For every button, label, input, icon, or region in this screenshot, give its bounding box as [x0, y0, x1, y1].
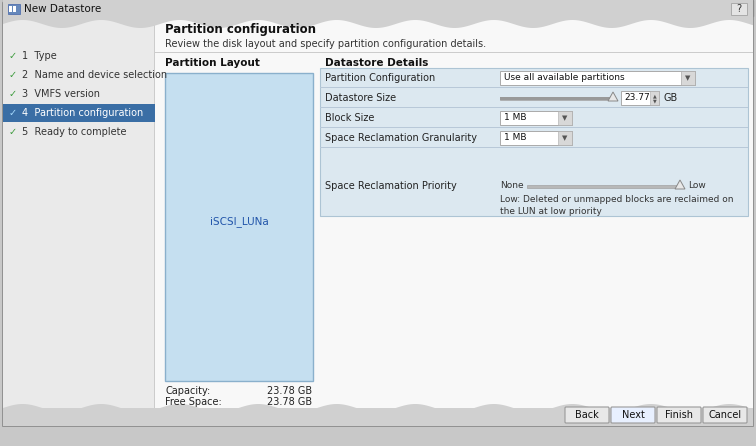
Bar — [681, 71, 695, 85]
Bar — [155, 16, 753, 408]
Bar — [320, 68, 748, 216]
Bar — [154, 16, 155, 408]
Text: None: None — [500, 182, 524, 190]
Bar — [3, 16, 155, 408]
Bar — [558, 111, 572, 125]
Bar — [650, 91, 659, 105]
Text: Review the disk layout and specify partition configuration details.: Review the disk layout and specify parti… — [165, 39, 486, 49]
FancyBboxPatch shape — [703, 407, 747, 423]
Polygon shape — [608, 92, 618, 101]
Bar — [165, 73, 313, 381]
Bar — [500, 96, 615, 99]
Text: ▼: ▼ — [562, 135, 568, 141]
Bar — [558, 131, 572, 145]
Text: Partition Configuration: Partition Configuration — [325, 73, 435, 83]
Text: 4  Partition configuration: 4 Partition configuration — [22, 108, 143, 118]
Bar — [320, 147, 748, 148]
Text: 3  VMFS version: 3 VMFS version — [22, 89, 100, 99]
Text: ▼: ▼ — [685, 75, 691, 81]
Text: Back: Back — [575, 410, 599, 420]
Text: Partition Layout: Partition Layout — [165, 58, 260, 68]
Bar — [155, 52, 753, 53]
Text: GB: GB — [663, 93, 677, 103]
Text: the LUN at low priority: the LUN at low priority — [500, 206, 602, 215]
Bar — [8, 4, 20, 14]
FancyBboxPatch shape — [500, 71, 695, 85]
Text: Block Size: Block Size — [325, 113, 374, 123]
Text: 5  Ready to complete: 5 Ready to complete — [22, 127, 126, 137]
Text: 23.78 GB: 23.78 GB — [267, 397, 312, 407]
Text: Space Reclamation Priority: Space Reclamation Priority — [325, 181, 457, 191]
FancyBboxPatch shape — [611, 407, 655, 423]
Bar — [500, 111, 572, 125]
Text: ▼: ▼ — [562, 115, 568, 121]
Bar — [9, 6, 12, 12]
Text: Capacity:: Capacity: — [165, 386, 210, 396]
Bar — [621, 91, 659, 105]
Text: Low: Low — [688, 182, 706, 190]
Bar — [527, 185, 682, 187]
Bar — [320, 107, 748, 108]
Text: Space Reclamation Granularity: Space Reclamation Granularity — [325, 133, 477, 143]
Text: ▲: ▲ — [652, 94, 656, 99]
Text: ▼: ▼ — [652, 99, 656, 103]
Bar — [320, 87, 748, 88]
Text: 23.78 GB: 23.78 GB — [267, 386, 312, 396]
Text: 23.77: 23.77 — [624, 94, 650, 103]
Bar — [500, 96, 613, 99]
Text: ✓: ✓ — [9, 51, 17, 61]
Bar — [3, 0, 753, 8]
Text: Free Space:: Free Space: — [165, 397, 222, 407]
Text: 2  Name and device selection: 2 Name and device selection — [22, 70, 167, 80]
Text: ?: ? — [736, 4, 742, 14]
FancyBboxPatch shape — [565, 407, 609, 423]
Text: Partition configuration: Partition configuration — [165, 24, 316, 37]
Bar — [13, 6, 16, 12]
Text: iSCSI_LUNa: iSCSI_LUNa — [209, 217, 268, 227]
Text: ✓: ✓ — [9, 108, 17, 118]
Text: Datastore Details: Datastore Details — [325, 58, 429, 68]
Text: ✓: ✓ — [9, 89, 17, 99]
Text: 1  Type: 1 Type — [22, 51, 57, 61]
Text: Use all available partitions: Use all available partitions — [504, 74, 624, 83]
Bar — [500, 131, 572, 145]
Bar — [3, 104, 155, 122]
Text: Next: Next — [621, 410, 644, 420]
Text: Datastore Size: Datastore Size — [325, 93, 396, 103]
Polygon shape — [675, 180, 685, 189]
Text: Cancel: Cancel — [708, 410, 742, 420]
Text: 1 MB: 1 MB — [504, 133, 526, 143]
Bar — [731, 3, 747, 15]
Text: 1 MB: 1 MB — [504, 113, 526, 123]
Text: Low: Deleted or unmapped blocks are reclaimed on: Low: Deleted or unmapped blocks are recl… — [500, 195, 733, 205]
Text: ✓: ✓ — [9, 127, 17, 137]
Text: Finish: Finish — [665, 410, 693, 420]
Bar — [3, 408, 753, 426]
Text: New Datastore: New Datastore — [24, 4, 101, 14]
Text: ✓: ✓ — [9, 70, 17, 80]
FancyBboxPatch shape — [657, 407, 701, 423]
Bar — [3, 0, 753, 16]
